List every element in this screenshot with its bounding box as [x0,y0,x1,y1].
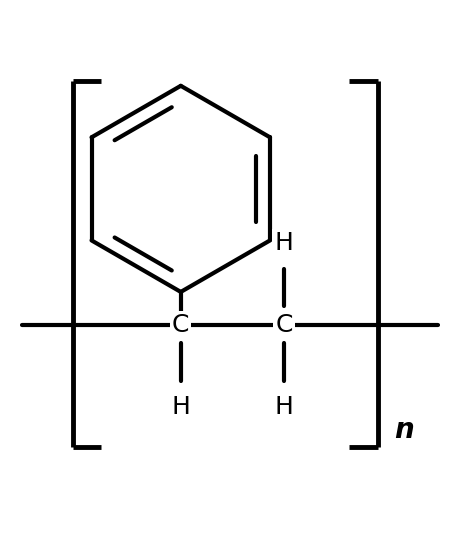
Text: C: C [275,313,292,337]
Text: n: n [394,416,414,444]
Text: C: C [172,313,190,337]
Text: H: H [171,395,190,419]
Text: H: H [274,231,293,255]
Text: H: H [274,395,293,419]
